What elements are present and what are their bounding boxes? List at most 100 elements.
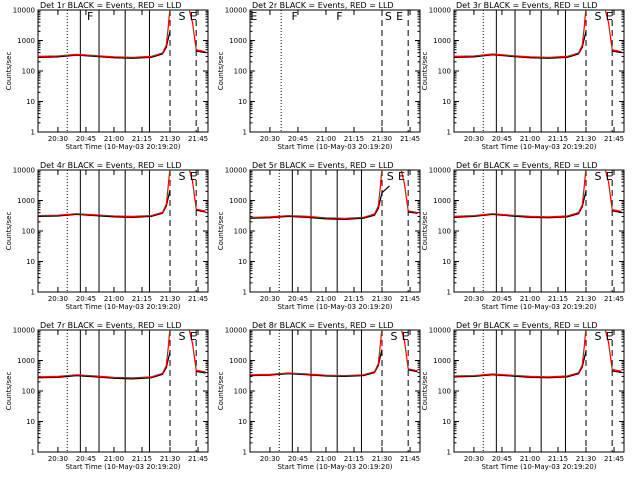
interval-marker-label: E bbox=[190, 170, 197, 183]
x-tick-label: 21:30 bbox=[160, 295, 180, 303]
y-tick-label: 10000 bbox=[225, 327, 247, 335]
series-line-events bbox=[454, 350, 622, 379]
x-tick-label: 21:45 bbox=[188, 455, 208, 463]
y-tick-label: 100 bbox=[22, 228, 35, 236]
chart-panel-3: Det 3r BLACK = Events, RED = LLD 1 10 100 10… bbox=[421, 1, 625, 151]
y-tick-label: 1 bbox=[447, 129, 451, 137]
interval-marker-label: E bbox=[190, 10, 197, 23]
series-line-lld bbox=[250, 330, 418, 377]
plot-frame bbox=[37, 9, 209, 133]
series-line-lld bbox=[454, 170, 622, 218]
y-tick-label: 10 bbox=[26, 418, 35, 426]
plot-frame bbox=[249, 9, 421, 133]
x-tick-label: 21:15 bbox=[132, 455, 152, 463]
series-line-lld bbox=[454, 10, 622, 59]
panel-title: Det 1r BLACK = Events, RED = LLD bbox=[40, 1, 182, 10]
y-tick-label: 10000 bbox=[225, 167, 247, 175]
y-tick-label: 10000 bbox=[429, 7, 451, 15]
interval-marker-label: F bbox=[87, 10, 93, 23]
interval-marker-label: E bbox=[606, 330, 613, 343]
interval-marker-label: S bbox=[390, 330, 397, 343]
series-group bbox=[250, 330, 418, 378]
x-tick-label: 21:15 bbox=[548, 455, 568, 463]
y-tick-label: 1000 bbox=[17, 37, 35, 45]
y-tick-label: 100 bbox=[438, 228, 451, 236]
y-tick-label: 100 bbox=[234, 388, 247, 396]
x-axis-label: Start Time (10-May-03 20:19:20) bbox=[65, 463, 180, 471]
chart-panel-7: Det 7r BLACK = Events, RED = LLD 1 10 100 10… bbox=[5, 321, 209, 471]
x-tick-label: 21:00 bbox=[316, 295, 336, 303]
y-tick-label: 1 bbox=[243, 289, 247, 297]
x-tick-label: 21:30 bbox=[372, 295, 392, 303]
x-tick-label: 20:30 bbox=[464, 295, 484, 303]
panel-title: Det 4r BLACK = Events, RED = LLD bbox=[40, 161, 182, 170]
x-tick-label: 21:45 bbox=[188, 295, 208, 303]
interval-marker-label: S bbox=[594, 10, 601, 23]
x-axis-label: Start Time (10-May-03 20:19:20) bbox=[481, 463, 596, 471]
y-tick-label: 100 bbox=[234, 68, 247, 76]
chart-panel-6: Det 6r BLACK = Events, RED = LLD 1 10 100 10… bbox=[421, 161, 625, 311]
x-axis-label: Start Time (10-May-03 20:19:20) bbox=[277, 303, 392, 311]
series-group bbox=[38, 330, 206, 380]
x-tick-label: 21:00 bbox=[520, 455, 540, 463]
interval-lines bbox=[280, 10, 409, 132]
y-tick-label: 10 bbox=[442, 258, 451, 266]
interval-marker-label: S bbox=[594, 170, 601, 183]
y-axis-label: Counts/sec bbox=[217, 212, 225, 251]
interval-marker-label: E bbox=[402, 330, 409, 343]
x-tick-label: 20:30 bbox=[260, 455, 280, 463]
y-tick-label: 10000 bbox=[225, 7, 247, 15]
x-tick-label: 21:00 bbox=[104, 135, 124, 143]
x-tick-label: 20:30 bbox=[464, 135, 484, 143]
x-tick-label: 21:00 bbox=[316, 455, 336, 463]
x-tick-label: 20:45 bbox=[288, 455, 308, 463]
y-axis-label: Counts/sec bbox=[5, 372, 13, 411]
y-tick-label: 100 bbox=[234, 228, 247, 236]
x-tick-label: 20:45 bbox=[76, 135, 96, 143]
panel-title: Det 7r BLACK = Events, RED = LLD bbox=[40, 321, 182, 330]
x-tick-label: 20:45 bbox=[492, 295, 512, 303]
x-axis-label: Start Time (10-May-03 20:19:20) bbox=[481, 303, 596, 311]
y-tick-label: 1000 bbox=[17, 357, 35, 365]
x-tick-label: 21:45 bbox=[400, 135, 420, 143]
interval-marker-label: E bbox=[606, 10, 613, 23]
plot-frame bbox=[453, 169, 625, 293]
panel-title: Det 9r BLACK = Events, RED = LLD bbox=[456, 321, 598, 330]
x-axis-label: Start Time (10-May-03 20:19:20) bbox=[481, 143, 596, 151]
interval-marker-label: S bbox=[178, 170, 185, 183]
x-tick-label: 20:45 bbox=[288, 295, 308, 303]
series-line-lld bbox=[38, 10, 206, 59]
y-tick-label: 100 bbox=[22, 388, 35, 396]
series-group bbox=[454, 330, 622, 379]
x-axis-label: Start Time (10-May-03 20:19:20) bbox=[65, 303, 180, 311]
y-tick-label: 1000 bbox=[229, 37, 247, 45]
x-tick-label: 21:15 bbox=[548, 295, 568, 303]
plot-frame bbox=[453, 9, 625, 133]
x-tick-label: 20:45 bbox=[492, 135, 512, 143]
y-tick-label: 1 bbox=[31, 289, 35, 297]
series-line-events bbox=[38, 351, 206, 380]
series-line-events bbox=[454, 31, 622, 59]
y-tick-label: 10000 bbox=[429, 327, 451, 335]
interval-marker-label: S bbox=[178, 10, 185, 23]
plot-frame bbox=[37, 329, 209, 453]
x-tick-label: 21:00 bbox=[520, 295, 540, 303]
y-tick-label: 1000 bbox=[229, 197, 247, 205]
x-tick-label: 21:15 bbox=[548, 135, 568, 143]
y-tick-label: 10 bbox=[26, 258, 35, 266]
y-tick-label: 1000 bbox=[433, 197, 451, 205]
y-tick-label: 100 bbox=[438, 388, 451, 396]
y-tick-label: 10000 bbox=[13, 167, 35, 175]
interval-lines bbox=[66, 10, 197, 132]
x-tick-label: 21:15 bbox=[132, 135, 152, 143]
interval-lines bbox=[278, 330, 409, 452]
interval-lines bbox=[482, 170, 613, 292]
x-tick-label: 21:30 bbox=[576, 455, 596, 463]
interval-marker-label: S bbox=[385, 10, 392, 23]
chart-panel-1: Det 1r BLACK = Events, RED = LLD 1 10 100 10… bbox=[5, 1, 209, 151]
series-group bbox=[38, 170, 206, 219]
panel-title: Det 5r BLACK = Events, RED = LLD bbox=[252, 161, 394, 170]
y-tick-label: 100 bbox=[22, 68, 35, 76]
series-line-lld bbox=[38, 170, 206, 218]
x-tick-label: 21:15 bbox=[344, 135, 364, 143]
